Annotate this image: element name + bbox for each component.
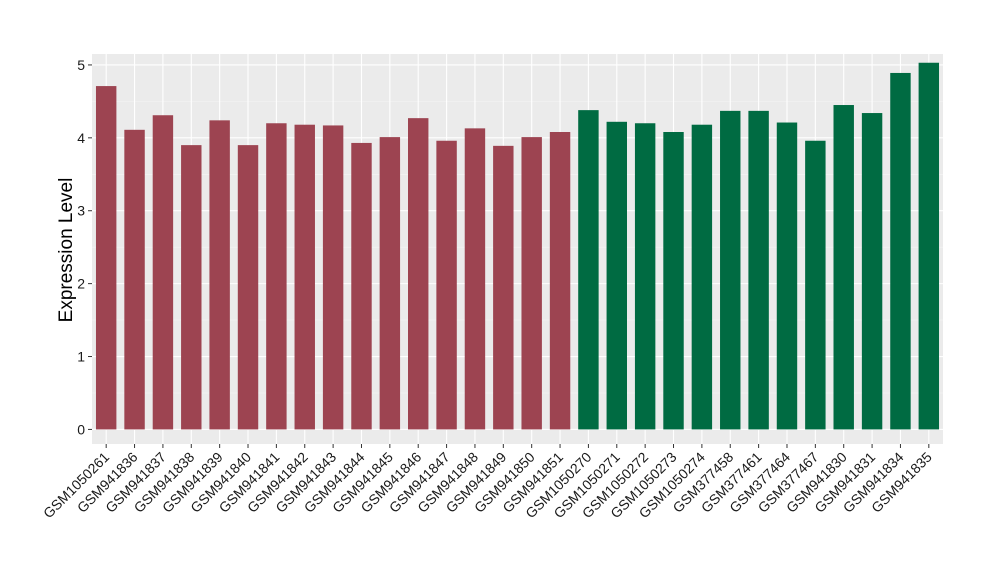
bar (408, 118, 429, 430)
x-axis: GSM1050261GSM941836GSM941837GSM941838GSM… (40, 444, 935, 521)
y-tick-label: 1 (77, 349, 85, 365)
bar (833, 105, 854, 430)
bar (464, 128, 486, 430)
bar (379, 137, 401, 430)
bar (720, 110, 741, 430)
bar (181, 145, 202, 430)
bar (634, 123, 656, 430)
bar (294, 124, 315, 430)
y-tick-label: 2 (77, 276, 85, 292)
plot-panel (92, 54, 943, 444)
bar (152, 115, 174, 430)
y-axis: 0 1 2 3 4 5 (77, 57, 92, 437)
bar (776, 122, 798, 430)
bar (748, 110, 769, 430)
bar (918, 62, 940, 430)
bar (124, 129, 145, 430)
y-tick-label: 4 (77, 130, 85, 146)
bar (578, 110, 599, 430)
y-tick-label: 3 (77, 203, 85, 219)
y-tick-label: 0 (77, 421, 85, 437)
bar (237, 145, 259, 430)
bar (663, 132, 684, 430)
bar (890, 72, 911, 430)
bar (549, 132, 571, 430)
bar (805, 140, 826, 430)
y-tick-label: 5 (77, 57, 85, 73)
bar (209, 120, 230, 430)
bar (691, 124, 713, 430)
bar (606, 121, 627, 430)
bar (436, 140, 457, 430)
bar (861, 113, 883, 430)
bar (266, 123, 287, 430)
bar (95, 86, 117, 430)
bar (521, 137, 542, 430)
bar (493, 145, 514, 430)
y-axis-title: Expression Level (56, 178, 77, 323)
bar (322, 125, 344, 430)
bars (95, 62, 940, 430)
bar (351, 142, 372, 430)
